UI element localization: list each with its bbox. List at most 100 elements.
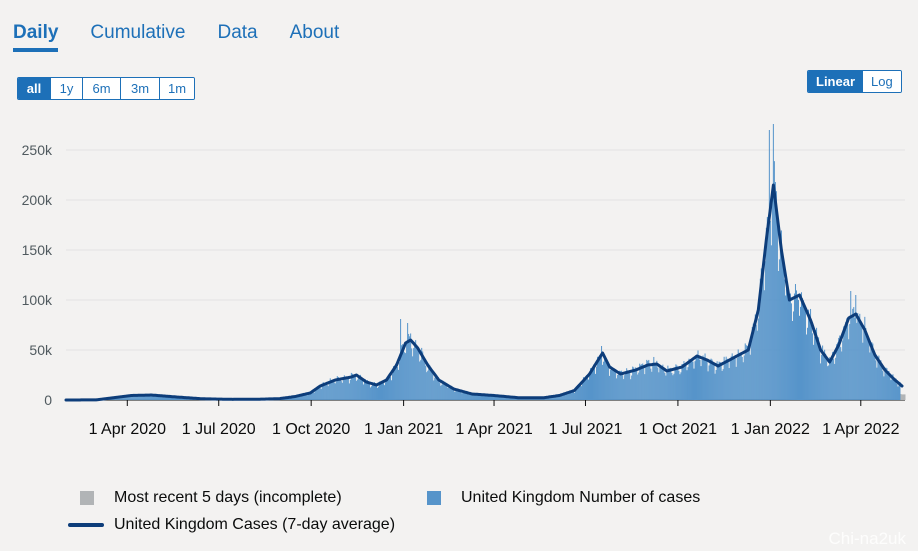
- daily-cases-bar: [632, 366, 634, 400]
- daily-cases-bar: [894, 378, 896, 400]
- daily-cases-bar: [423, 359, 425, 400]
- daily-cases-bar: [577, 384, 579, 400]
- daily-cases-bar: [389, 374, 391, 400]
- daily-cases-bar: [755, 324, 757, 400]
- daily-cases-bar: [441, 384, 443, 400]
- daily-cases-bar: [561, 394, 563, 400]
- daily-cases-bar: [704, 353, 706, 400]
- daily-cases-bar: [707, 371, 709, 400]
- daily-cases-bar: [871, 342, 873, 400]
- daily-cases-bar: [142, 394, 144, 400]
- range-all-button[interactable]: all: [18, 78, 50, 99]
- daily-cases-bar: [815, 329, 817, 400]
- daily-cases-bar: [479, 394, 481, 400]
- daily-cases-bar: [890, 380, 892, 400]
- x-tick-label: 1 Jul 2021: [549, 421, 623, 438]
- daily-cases-bar: [881, 364, 883, 400]
- daily-cases-bar: [627, 370, 629, 400]
- range-1y-button[interactable]: 1y: [50, 78, 82, 99]
- daily-cases-bar: [766, 217, 768, 400]
- daily-cases-bar: [390, 376, 392, 400]
- y-tick-label: 150k: [22, 242, 53, 258]
- daily-cases-bar: [691, 360, 693, 400]
- daily-cases-bar: [298, 395, 300, 400]
- daily-cases-bar: [169, 396, 172, 400]
- daily-cases-bar: [790, 303, 792, 400]
- daily-cases-bar: [446, 385, 448, 400]
- range-3m-button[interactable]: 3m: [120, 78, 159, 99]
- daily-cases-bar: [711, 359, 713, 400]
- daily-cases-bar: [339, 377, 341, 400]
- daily-cases-bar: [509, 397, 511, 400]
- daily-cases-bar: [375, 385, 377, 400]
- daily-cases-bar: [858, 316, 860, 400]
- tab-about[interactable]: About: [289, 22, 340, 43]
- daily-cases-bar: [731, 353, 733, 400]
- daily-cases-bar: [455, 390, 457, 400]
- daily-cases-bar: [847, 324, 849, 400]
- daily-cases-bar: [427, 370, 429, 400]
- seven-day-average-line: [64, 183, 904, 402]
- x-tick-label: 1 Apr 2020: [89, 421, 167, 438]
- daily-cases-bar: [685, 365, 687, 400]
- daily-cases-bar: [156, 395, 158, 400]
- daily-cases-bar: [160, 394, 162, 400]
- daily-cases-bar: [825, 353, 827, 400]
- scale-linear-button[interactable]: Linear: [808, 71, 864, 92]
- daily-cases-bar: [130, 396, 132, 400]
- legend-cases-label: United Kingdom Number of cases: [461, 489, 701, 506]
- daily-cases-bar: [292, 397, 294, 400]
- daily-cases-bar: [793, 293, 795, 400]
- range-1m-button[interactable]: 1m: [159, 78, 194, 99]
- daily-cases-bar: [773, 161, 775, 400]
- daily-cases-bar: [470, 393, 472, 400]
- scale-log-button[interactable]: Log: [863, 71, 901, 92]
- daily-cases-bar: [444, 381, 446, 400]
- daily-cases-bar: [647, 360, 649, 400]
- tab-cumulative[interactable]: Cumulative: [90, 22, 186, 43]
- daily-cases-bar: [822, 345, 824, 400]
- daily-cases-bar: [458, 389, 460, 400]
- daily-cases-bar: [428, 363, 430, 400]
- daily-cases-bar: [361, 378, 363, 400]
- daily-cases-bar: [843, 326, 845, 400]
- daily-cases-bar: [756, 330, 758, 400]
- daily-cases-bar: [127, 395, 129, 400]
- daily-cases-bar: [308, 391, 310, 400]
- daily-cases-bar: [432, 371, 434, 400]
- daily-cases-bar: [859, 313, 861, 400]
- daily-cases-bar: [614, 370, 616, 400]
- daily-cases-bar: [832, 351, 834, 400]
- daily-cases-bar: [610, 370, 612, 400]
- tab-data[interactable]: Data: [217, 22, 258, 43]
- daily-cases-bar: [708, 365, 710, 400]
- daily-cases-bar: [869, 352, 871, 400]
- daily-cases-bar: [144, 396, 146, 400]
- daily-cases-bar: [702, 355, 704, 400]
- range-6m-button[interactable]: 6m: [82, 78, 120, 99]
- daily-cases-bar: [644, 374, 646, 400]
- daily-cases-bar: [125, 395, 127, 400]
- daily-cases-bar: [133, 395, 135, 400]
- daily-cases-bar: [660, 365, 662, 400]
- daily-cases-bar: [447, 387, 449, 400]
- daily-cases-bar: [407, 323, 409, 400]
- daily-cases-bar: [335, 381, 337, 400]
- tab-daily[interactable]: Daily: [13, 22, 59, 52]
- daily-cases-bar: [777, 271, 779, 400]
- daily-cases-bar: [362, 384, 364, 400]
- daily-cases-bar: [466, 392, 468, 400]
- daily-cases-bar: [405, 353, 407, 400]
- daily-cases-bar: [116, 397, 118, 400]
- daily-cases-bar: [376, 387, 378, 400]
- daily-cases-bar: [475, 395, 477, 400]
- daily-cases-bar: [622, 375, 624, 400]
- daily-cases-bar: [429, 365, 431, 400]
- daily-cases-bar: [582, 377, 584, 400]
- daily-cases-bar: [741, 356, 743, 400]
- daily-cases-bar: [557, 395, 559, 400]
- daily-cases-bar: [300, 395, 302, 400]
- daily-cases-bar: [337, 377, 339, 400]
- daily-cases-bar: [655, 364, 657, 400]
- daily-cases-bar: [598, 357, 600, 400]
